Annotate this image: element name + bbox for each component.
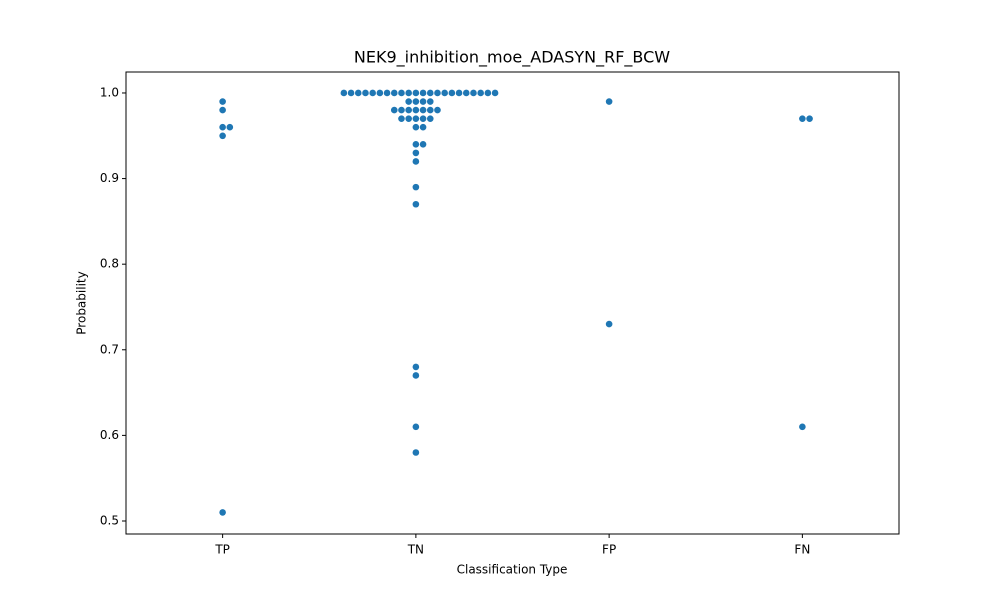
- y-tick-label: 0.8: [100, 257, 119, 271]
- data-point: [362, 89, 369, 97]
- data-point: [412, 115, 420, 122]
- y-tick-label: 1.0: [100, 85, 119, 99]
- data-point: [398, 115, 405, 122]
- data-point: [398, 89, 405, 97]
- data-point: [405, 106, 412, 114]
- data-point: [412, 89, 420, 97]
- data-point: [441, 89, 448, 97]
- data-point: [419, 123, 427, 131]
- axes-frame: [125, 71, 900, 535]
- data-point: [448, 89, 456, 97]
- data-point: [398, 106, 405, 114]
- data-point: [455, 89, 463, 97]
- data-point: [605, 98, 613, 105]
- data-point: [426, 115, 434, 122]
- chart-title: NEK9_inhibition_moe_ADASYN_RF_BCW: [354, 48, 670, 68]
- data-point: [426, 106, 434, 114]
- x-tick-label: TP: [214, 543, 230, 557]
- data-point: [419, 98, 427, 105]
- data-point: [419, 89, 427, 97]
- data-point: [477, 89, 484, 97]
- data-point: [419, 106, 427, 114]
- data-point: [219, 106, 226, 114]
- data-point: [405, 115, 412, 122]
- y-tick-label: 0.5: [100, 513, 119, 527]
- data-point: [390, 106, 398, 114]
- y-axis-label: Probability: [75, 271, 89, 334]
- data-point: [412, 200, 420, 208]
- data-point: [605, 320, 613, 328]
- data-point: [426, 89, 434, 97]
- data-point: [412, 372, 420, 379]
- y-tick-label: 0.9: [100, 171, 119, 185]
- data-point: [419, 141, 427, 148]
- y-tick-label: 0.7: [100, 342, 119, 356]
- data-point: [340, 89, 348, 97]
- data-point: [347, 89, 355, 97]
- data-point: [369, 89, 376, 97]
- data-point: [412, 183, 420, 191]
- y-tick-label: 0.6: [100, 428, 119, 442]
- data-point: [219, 123, 226, 131]
- data-point: [354, 89, 362, 97]
- data-point: [219, 132, 226, 140]
- data-point: [470, 89, 477, 97]
- data-point: [412, 363, 420, 371]
- x-tick-label: TN: [407, 543, 424, 557]
- data-point: [799, 423, 806, 431]
- data-point: [405, 98, 412, 105]
- data-point: [219, 98, 226, 105]
- data-point: [426, 98, 434, 105]
- data-point: [806, 115, 813, 122]
- x-tick-label: FP: [602, 543, 616, 557]
- data-point: [412, 449, 420, 456]
- data-point: [412, 423, 420, 431]
- data-point: [219, 509, 226, 516]
- data-point: [226, 123, 234, 131]
- data-point: [434, 89, 441, 97]
- data-point: [412, 149, 420, 157]
- data-point: [412, 123, 420, 131]
- data-point: [412, 158, 420, 165]
- data-point: [484, 89, 492, 97]
- data-point: [405, 89, 412, 97]
- data-point: [376, 89, 384, 97]
- data-point: [412, 141, 420, 148]
- data-point: [383, 89, 391, 97]
- x-tick-label: FN: [794, 543, 810, 557]
- data-point: [462, 89, 470, 97]
- data-point: [412, 98, 420, 105]
- data-point: [412, 106, 420, 114]
- data-point: [419, 115, 427, 122]
- data-point: [390, 89, 398, 97]
- data-point: [799, 115, 806, 122]
- x-axis-label: Classification Type: [457, 563, 568, 577]
- data-point: [434, 106, 441, 114]
- data-point: [491, 89, 499, 97]
